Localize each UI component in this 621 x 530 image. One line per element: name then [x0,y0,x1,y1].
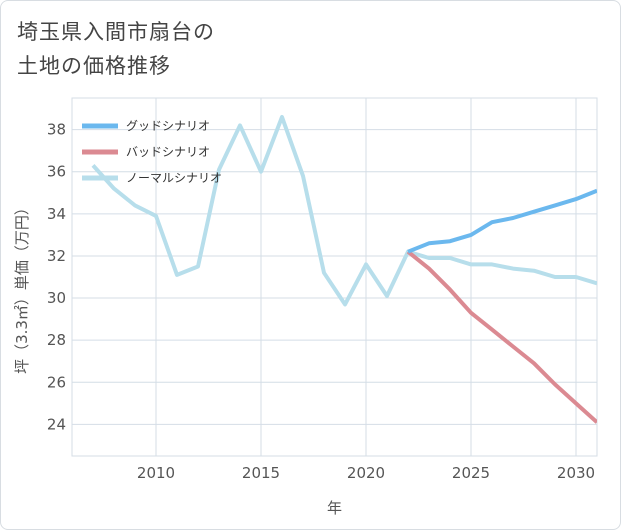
y-tick-label: 32 [47,247,66,265]
chart-title-line1: 埼玉県入間市扇台の [17,20,215,44]
x-tick-label: 2015 [242,464,280,482]
legend-label: バッドシナリオ [126,145,210,159]
legend-label: グッドシナリオ [126,119,210,133]
chart-title-line2: 土地の価格推移 [17,54,171,78]
y-tick-labels: 24 26 28 30 32 34 36 38 [47,121,66,434]
y-tick-label: 28 [47,331,66,349]
plot-frame [71,97,598,457]
x-tick-labels: 2010 2015 2020 2025 2030 [137,464,595,482]
y-tick-label: 24 [47,415,66,433]
x-tick-label: 2020 [347,464,385,482]
y-tick-label: 30 [47,289,66,307]
x-tick-label: 2025 [452,464,490,482]
y-axis-label: 坪（3.3㎡）単価（万円） [13,200,31,374]
series-line-1 [407,188,597,254]
y-tick-label: 34 [47,205,66,223]
y-tick-label: 36 [47,163,66,181]
x-axis-label: 年 [327,499,342,517]
y-tick-label: 38 [47,121,66,139]
series-lines [91,115,597,424]
series-line-2 [406,250,597,424]
y-tick-label: 26 [47,373,66,391]
x-tick-label: 2030 [557,464,595,482]
x-tick-label: 2010 [137,464,175,482]
series-line-3 [91,115,597,307]
legend-label: ノーマルシナリオ [126,171,222,185]
chart-title: 埼玉県入間市扇台の 土地の価格推移 [17,15,215,83]
grid-lines [71,97,598,457]
